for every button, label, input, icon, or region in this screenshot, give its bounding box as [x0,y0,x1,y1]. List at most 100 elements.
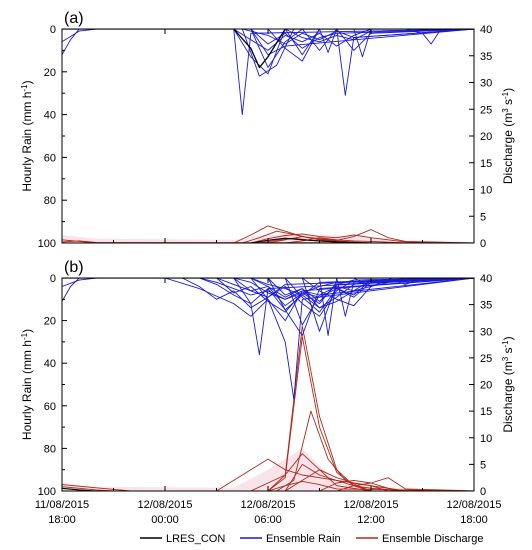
right-tick-label: 15 [480,406,492,418]
right-tick-label: 30 [480,326,492,338]
rain-series-8 [62,29,474,62]
x-tick-label-date: 12/08/2015 [137,499,192,511]
right-tick-label: 15 [480,158,492,170]
left-tick-label: 40 [44,110,56,122]
right-tick-label: 35 [480,51,492,63]
right-tick-label: 20 [480,131,492,143]
left-tick-label: 80 [44,195,56,207]
right-tick-label: 5 [480,211,486,223]
x-tick-label-time: 18:00 [460,514,488,526]
left-tick-label: 100 [38,486,56,498]
left-tick-label: 20 [44,67,56,79]
rain-series-14 [62,278,474,317]
left-tick-label: 40 [44,358,56,370]
rain-series-19 [62,29,474,32]
rain-series-23 [62,278,474,287]
rain-series-11 [62,29,474,53]
left-tick-label: 100 [38,238,56,250]
right-tick-label: 40 [480,24,492,36]
panel-label: (b) [64,259,84,276]
right-tick-label: 35 [480,300,492,312]
left-axis-label: Hourly Rain (mm h-1) [20,329,34,440]
rain-series-4 [62,29,474,75]
rain-series-19 [62,278,474,300]
series-lines [62,278,474,491]
left-tick-label: 60 [44,152,56,164]
plot-frame [61,28,475,244]
rain-series-21 [62,278,474,300]
discharge-uncertainty-band [62,448,474,491]
x-tick-label-time: 12:00 [357,514,385,526]
rain-series-17 [62,29,474,49]
rain-series-10 [62,29,474,51]
right-axis-label: Discharge (m3 s-1) [501,336,515,432]
discharge-series-6 [62,458,474,491]
right-tick-label: 20 [480,380,492,392]
legend-label-rain: Ensemble Rain [266,533,341,545]
rain-series-6 [62,29,474,56]
left-tick-label: 60 [44,401,56,413]
legend-label-control: LRES_CON [166,533,225,545]
rain-series-9 [62,29,474,56]
rain-series-17 [62,278,474,313]
legend-label-discharge: Ensemble Discharge [382,533,484,545]
right-tick-label: 5 [480,459,486,471]
right-tick-label: 0 [480,238,486,250]
discharge-series-5 [62,233,474,243]
x-axis-ticks: 11/08/2015 18:00 12/08/2015 00:00 12/08/2015… [35,499,502,526]
x-tick-label-date: 12/08/2015 [446,499,501,511]
rain-series-2 [62,29,474,43]
rain-series-13 [62,29,474,51]
discharge-series-11 [62,469,474,491]
discharge-series-2 [62,486,474,491]
panel-a: 0 20 40 60 80 100 40 35 30 25 20 15 10 5 0 (a) Hourly Ra… [20,10,515,250]
legend: LRES_CON Ensemble Rain Ensemble Discharge [140,533,484,545]
rain-series-7 [62,29,474,68]
rain-series-5 [62,278,474,336]
right-tick-label: 0 [480,486,486,498]
right-tick-label: 25 [480,104,492,116]
panel-label: (a) [64,10,84,27]
rain-series-24 [62,278,474,285]
left-tick-label: 0 [50,24,56,36]
rain-series-11 [62,278,474,311]
rain-series-1 [62,278,474,302]
discharge-series-6 [62,229,474,243]
discharge-series-12 [62,480,474,491]
rain-series-2 [62,278,474,287]
control-rain-line [62,29,474,69]
rain-series-6 [62,278,474,326]
discharge-series-4 [62,336,474,491]
rain-series-10 [62,278,474,322]
rain-series-12 [62,278,474,309]
rain-series-1 [62,29,474,55]
rain-series-18 [62,29,474,45]
rain-series-16 [62,29,474,45]
rain-series-15 [62,29,474,51]
rain-series-20 [62,29,474,43]
panel-b: 0 20 40 60 80 100 40 35 30 25 20 15 10 5 0 (b) Hourly Ra… [20,259,515,498]
rain-series-14 [62,29,474,58]
rain-series-3 [62,29,474,116]
rain-series-4 [62,278,474,400]
x-tick-label-time: 06:00 [254,514,282,526]
right-tick-label: 25 [480,353,492,365]
x-tick-label-date: 11/08/2015 [35,499,89,511]
discharge-series-10 [62,477,474,491]
series-lines [62,29,474,243]
right-tick-label: 30 [480,78,492,90]
left-tick-label: 20 [44,316,56,328]
right-tick-label: 10 [480,185,492,197]
rain-series-20 [62,278,474,302]
x-tick-label-time: 18:00 [48,514,76,526]
right-tick-label: 10 [480,433,492,445]
right-axis-label: Discharge (m3 s-1) [501,88,515,184]
x-tick-label-time: 00:00 [151,514,179,526]
control-discharge-line [62,487,474,491]
discharge-series-3 [62,325,474,491]
left-tick-label: 80 [44,443,56,455]
left-tick-label: 0 [50,273,56,285]
x-tick-label-date: 12/08/2015 [240,499,295,511]
rain-series-5 [62,29,474,77]
